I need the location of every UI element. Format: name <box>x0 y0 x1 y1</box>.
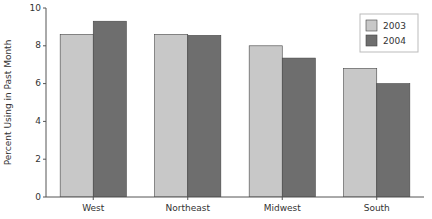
x-tick-label: Midwest <box>264 203 302 213</box>
bar <box>344 68 377 197</box>
x-tick-label: West <box>82 203 105 213</box>
x-tick <box>187 197 188 200</box>
legend-box <box>360 14 418 52</box>
bars <box>60 21 410 197</box>
legend-label: 2003 <box>383 21 406 31</box>
y-tick <box>43 45 46 46</box>
legend: 2003 2004 <box>360 14 418 52</box>
y-tick-label: 8 <box>35 40 41 50</box>
y-tick <box>43 83 46 84</box>
legend-label: 2004 <box>383 36 406 46</box>
y-tick-label: 2 <box>35 154 41 164</box>
bar <box>155 34 188 197</box>
y-tick <box>43 8 46 9</box>
x-tick-label: South <box>364 203 390 213</box>
chart: 0 2 4 6 8 10 West Northeast Midwest South Percent … <box>0 0 432 219</box>
bar <box>377 84 410 197</box>
legend-swatch <box>366 35 377 46</box>
x-tick <box>93 197 94 200</box>
y-axis-label: Percent Using in Past Month <box>3 40 13 166</box>
bar <box>93 21 126 197</box>
y-tick-label: 6 <box>35 78 41 88</box>
y-axis-line <box>46 8 47 197</box>
y-tick <box>43 159 46 160</box>
y-tick-label: 10 <box>30 3 42 13</box>
x-axis-line <box>46 197 424 198</box>
x-tick <box>376 197 377 200</box>
bar <box>282 58 315 197</box>
y-tick-label: 0 <box>35 192 41 202</box>
x-tick-label: Northeast <box>166 203 211 213</box>
x-tick <box>282 197 283 200</box>
bar <box>249 46 282 197</box>
y-tick-label: 4 <box>35 116 41 126</box>
y-tick <box>43 197 46 198</box>
bar <box>60 34 93 197</box>
y-tick <box>43 121 46 122</box>
bar <box>188 35 221 197</box>
legend-swatch <box>366 20 377 31</box>
